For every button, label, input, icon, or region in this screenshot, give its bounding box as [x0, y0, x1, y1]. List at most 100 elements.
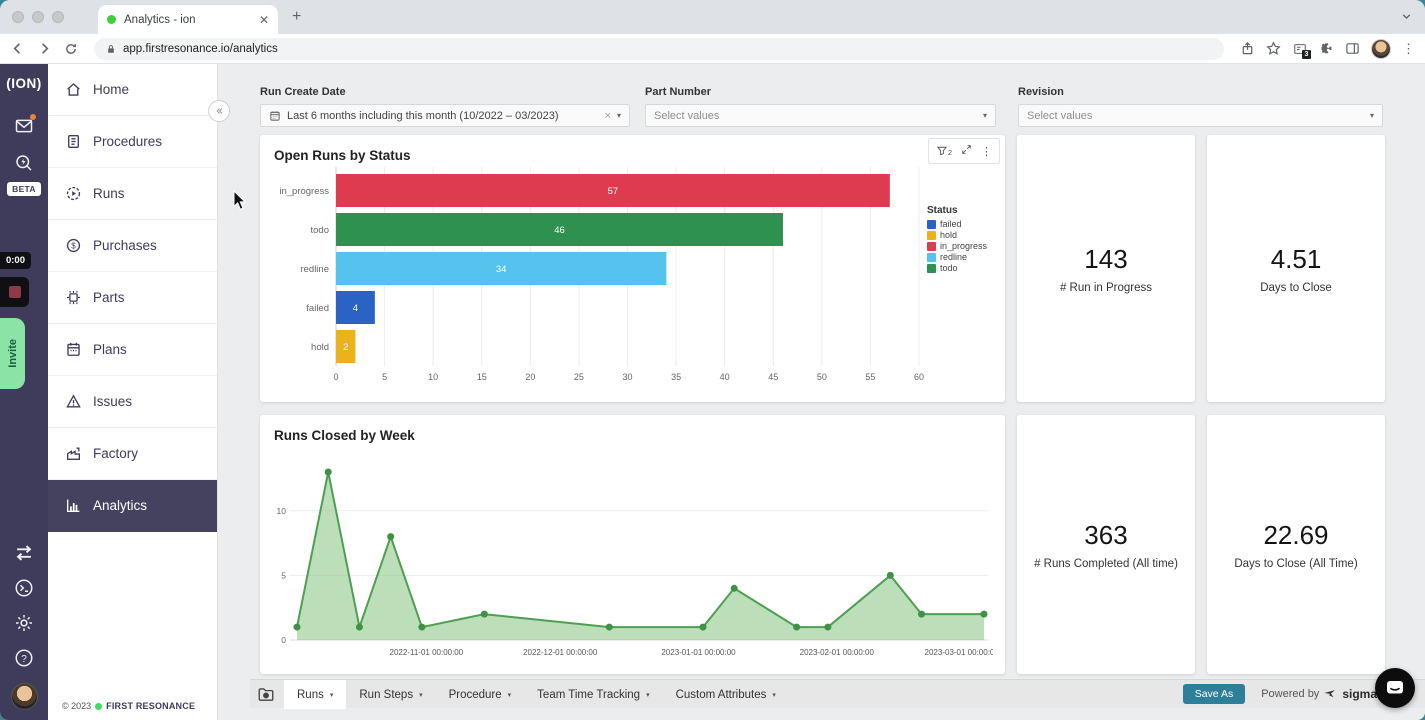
sidebar-item-plans[interactable]: Plans [48, 324, 217, 376]
chevron-down-icon: ▾ [982, 111, 987, 120]
svg-text:25: 25 [574, 372, 584, 382]
workbook-tab-runs[interactable]: Runs ▾ [284, 680, 347, 709]
bookmark-star-icon[interactable] [1266, 41, 1281, 56]
workbook-tab-team-time-tracking[interactable]: Team Time Tracking ▾ [537, 688, 650, 701]
chart-title: Open Runs by Status [274, 148, 411, 163]
tab-close-icon[interactable]: ✕ [258, 12, 269, 27]
new-tab-button[interactable]: + [292, 8, 302, 25]
pages-icon[interactable] [257, 685, 275, 703]
forward-button[interactable] [37, 41, 52, 56]
inbox-button[interactable] [14, 114, 36, 136]
tab-title: Analytics - ion [124, 13, 196, 26]
workbook-tab-procedure[interactable]: Procedure ▾ [448, 688, 512, 701]
svg-text:46: 46 [554, 225, 565, 236]
chevron-down-icon: ▾ [419, 691, 423, 699]
sidebar-item-purchases[interactable]: $ Purchases [48, 220, 217, 272]
chevron-down-icon: ▾ [329, 691, 334, 699]
sidebar-item-parts[interactable]: Parts [48, 272, 217, 324]
runs-closed-by-week-card: Runs Closed by Week 0 5 10 2022-11-01 00:00… [260, 415, 1005, 674]
extension-manager-icon[interactable]: 3 [1292, 42, 1311, 59]
save-as-button[interactable]: Save As [1182, 684, 1246, 704]
clear-filter-icon[interactable]: × [604, 109, 611, 122]
svg-text:in_progress: in_progress [279, 186, 329, 197]
workbook-tab-run-steps[interactable]: Run Steps ▾ [359, 688, 423, 701]
chevron-down-icon: ▾ [507, 691, 512, 699]
app-sidebar: Home Procedures Runs $ Purchases Parts P… [48, 64, 218, 720]
sidebar-item-factory[interactable]: Factory [48, 428, 217, 480]
browser-tab[interactable]: Analytics - ion ✕ [98, 5, 278, 34]
extensions-puzzle-icon[interactable] [1319, 41, 1334, 56]
svg-text:35: 35 [671, 372, 681, 382]
expand-chart-icon[interactable] [961, 142, 972, 160]
svg-text:hold: hold [311, 342, 329, 353]
kpi-label: Days to Close (All Time) [1234, 557, 1358, 570]
powered-by: Powered by sigma [1261, 687, 1377, 701]
revision-filter[interactable]: Select values ▾ [1018, 104, 1383, 127]
svg-text:10: 10 [277, 506, 287, 516]
tab-favicon [107, 15, 116, 24]
svg-text:2023-01-01 00:00:00: 2023-01-01 00:00:00 [661, 648, 736, 657]
kpi-days-to-close-all-time: 22.69 Days to Close (All Time) [1207, 415, 1385, 674]
collapse-sidebar-button[interactable] [208, 100, 230, 122]
svg-text:2: 2 [343, 342, 348, 353]
part-number-placeholder: Select values [654, 109, 720, 122]
legend-item-redline: redline [927, 252, 993, 262]
chat-widget-button[interactable] [1375, 668, 1415, 708]
analytics-icon [65, 497, 82, 514]
workbook-page-bar: Runs ▾ Run Steps ▾ Procedure ▾ Team Time… [250, 679, 1425, 709]
kpi-days-to-close: 4.51 Days to Close [1207, 135, 1385, 402]
svg-text:$: $ [71, 241, 76, 250]
browser-profile-avatar[interactable] [1371, 38, 1391, 59]
quick-search-button[interactable] [14, 153, 34, 173]
filter-funnel-icon[interactable]: 2 [936, 145, 952, 157]
svg-text:2023-03-01 00:00:00: 2023-03-01 00:00:00 [925, 648, 993, 657]
svg-text:5: 5 [281, 570, 286, 580]
sidebar-item-procedures[interactable]: Procedures [48, 116, 217, 168]
sidebar-item-home[interactable]: Home [48, 64, 217, 116]
svg-text:55: 55 [865, 372, 875, 382]
workbook-tab-custom-attributes[interactable]: Custom Attributes ▾ [675, 688, 776, 701]
notification-dot [30, 114, 36, 120]
kpi-label: Days to Close [1260, 281, 1332, 294]
legend-item-todo: todo [927, 263, 993, 273]
svg-text:57: 57 [608, 186, 619, 197]
browser-menu-icon[interactable]: ⋮ [1402, 40, 1415, 56]
sidebar-item-issues[interactable]: Issues [48, 376, 217, 428]
legend-item-failed: failed [927, 219, 993, 229]
svg-text:0: 0 [281, 635, 286, 645]
settings-gear-icon[interactable] [14, 613, 34, 633]
invite-tab[interactable]: Invite [0, 318, 25, 389]
chart-menu-icon[interactable]: ⋮ [981, 145, 992, 158]
user-avatar[interactable] [10, 683, 38, 710]
runs-closed-line-chart: 0 5 10 2022-11-01 00:00:00 2022-12-01 00:00:… [277, 468, 999, 657]
ion-logo: (ION) [6, 76, 42, 91]
browser-toolbar: app.firstresonance.io/analytics 3 ⋮ [0, 34, 1425, 64]
refresh-button[interactable] [64, 42, 78, 56]
first-resonance-brand: FIRST RESONANCE [106, 701, 196, 711]
legend-item-hold: hold [927, 230, 993, 240]
svg-text:20: 20 [525, 372, 535, 382]
terminal-button[interactable] [14, 578, 34, 598]
stop-recording-button[interactable] [0, 277, 29, 307]
side-panel-icon[interactable] [1345, 41, 1360, 56]
help-button[interactable]: ? [14, 648, 34, 668]
chevron-down-icon[interactable] [1400, 10, 1413, 28]
run-create-date-filter[interactable]: Last 6 months including this month (10/2… [260, 104, 630, 127]
kpi-label: # Runs Completed (All time) [1034, 557, 1178, 570]
lock-icon [108, 44, 114, 53]
sidebar-item-runs[interactable]: Runs [48, 168, 217, 220]
window-controls [12, 11, 64, 23]
legend-item-in_progress: in_progress [927, 241, 993, 251]
share-icon[interactable] [1240, 41, 1255, 56]
back-button[interactable] [10, 41, 25, 56]
recording-timer: 0:00 [0, 252, 31, 269]
maximize-window-button[interactable] [52, 11, 64, 23]
close-window-button[interactable] [12, 11, 24, 23]
part-number-filter[interactable]: Select values ▾ [645, 104, 996, 127]
revision-placeholder: Select values [1027, 109, 1093, 122]
minimize-window-button[interactable] [32, 11, 44, 23]
integrations-button[interactable] [14, 543, 34, 563]
legend-title: Status [927, 205, 958, 216]
sidebar-item-analytics[interactable]: Analytics [48, 480, 217, 532]
address-bar[interactable]: app.firstresonance.io/analytics [94, 37, 1224, 60]
